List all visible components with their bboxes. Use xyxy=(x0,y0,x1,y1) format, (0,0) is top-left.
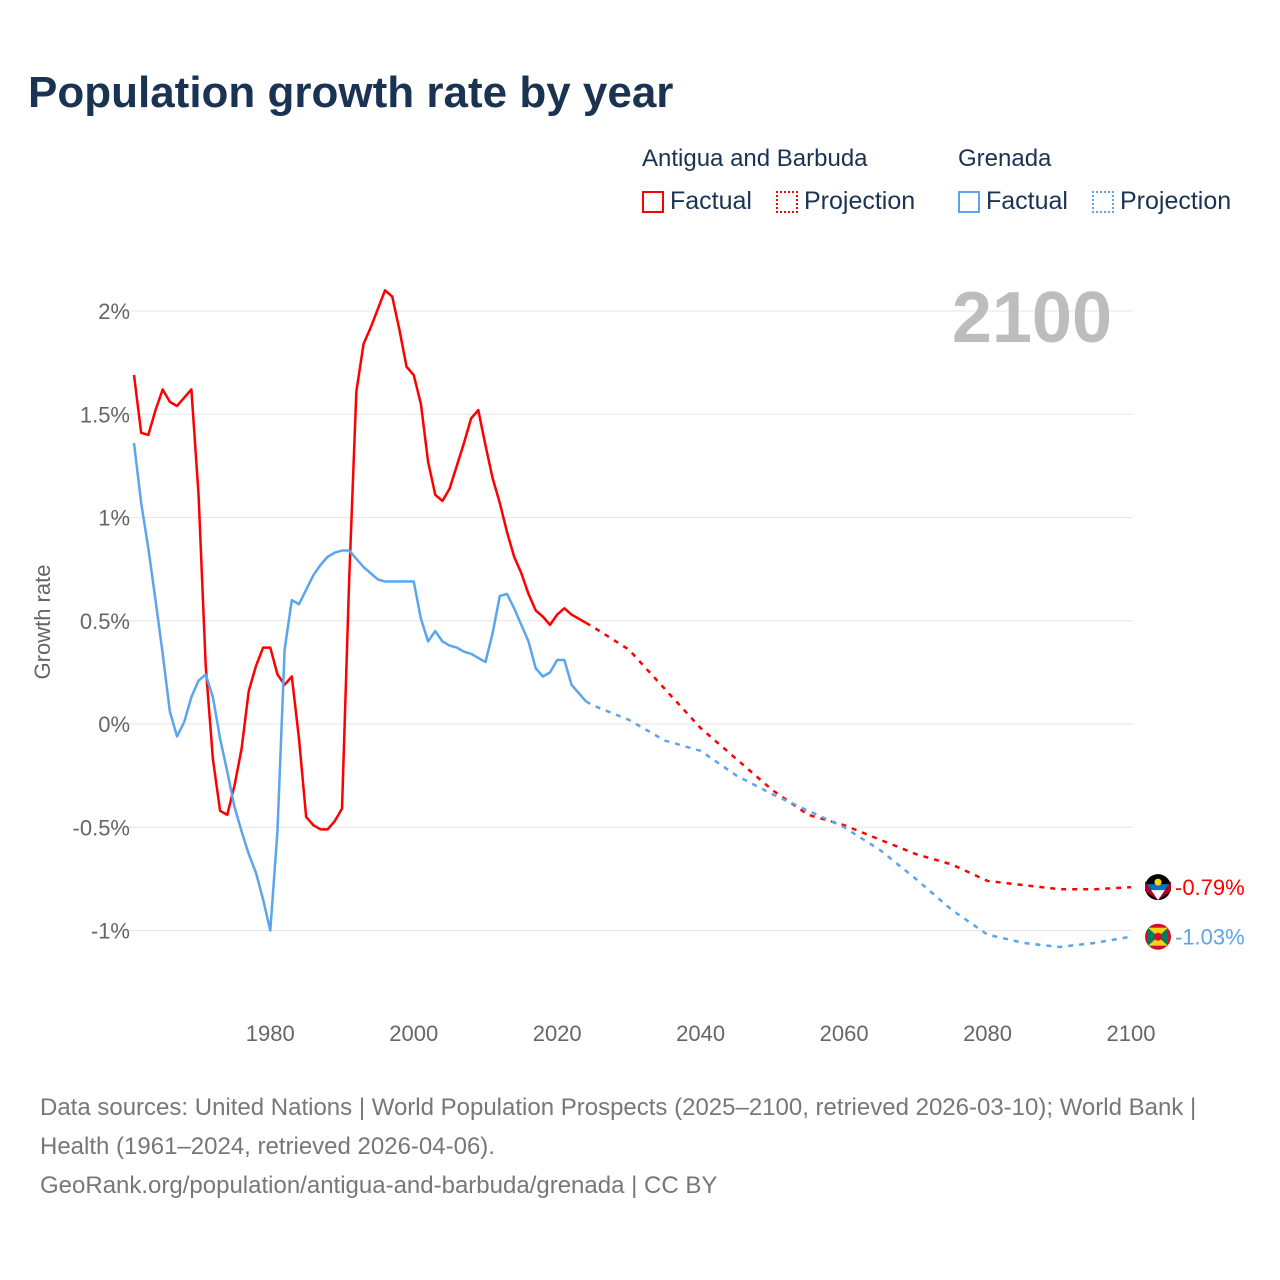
current-year-label: 2100 xyxy=(952,278,1112,358)
x-tick-label: 2000 xyxy=(389,1021,438,1046)
legend-grenada-factual[interactable]: Factual xyxy=(958,187,1068,216)
credit-link[interactable]: GeoRank.org/population/antigua-and-barbu… xyxy=(40,1172,718,1199)
x-tick-label: 1980 xyxy=(246,1021,295,1046)
y-tick-label: 2% xyxy=(98,299,130,324)
grenada-flag-icon xyxy=(1154,932,1162,941)
legend-swatch-solid-icon xyxy=(958,190,980,213)
legend-label: Factual xyxy=(986,187,1068,215)
series-projection-line xyxy=(585,700,1132,949)
legend-swatch-dotted-icon xyxy=(1092,190,1114,213)
legend-swatch-dotted-icon xyxy=(776,190,798,213)
end-value-label: -1.03% xyxy=(1175,925,1245,950)
y-tick-label: -1% xyxy=(91,919,130,944)
y-tick-label: 0.5% xyxy=(80,609,130,634)
series-factual-line xyxy=(132,443,587,932)
legend-group-grenada: Grenada xyxy=(958,145,1052,172)
x-tick-label: 2060 xyxy=(820,1021,869,1046)
x-tick-label: 2020 xyxy=(533,1021,582,1046)
y-tick-label: -0.5% xyxy=(73,815,130,840)
series-factual-line xyxy=(132,289,587,831)
series-projection-line xyxy=(585,621,1132,891)
legend-label: Projection xyxy=(804,187,916,215)
footer: Data sources: United Nations | World Pop… xyxy=(40,1088,1240,1205)
y-tick-label: 0% xyxy=(98,712,130,737)
x-tick-label: 2100 xyxy=(1107,1021,1156,1046)
data-sources: Data sources: United Nations | World Pop… xyxy=(40,1094,1197,1160)
y-axis-label: Growth rate xyxy=(30,565,55,680)
legend-group-antigua: Antigua and Barbuda xyxy=(642,145,868,172)
antigua-flag-icon xyxy=(1149,890,1167,901)
legend-antigua-projection[interactable]: Projection xyxy=(776,187,915,216)
y-tick-label: 1.5% xyxy=(80,402,130,427)
legend-antigua-factual[interactable]: Factual xyxy=(642,187,752,216)
antigua-flag-icon xyxy=(1154,878,1162,886)
legend-grenada-projection[interactable]: Projection xyxy=(1092,187,1231,216)
x-tick-label: 2040 xyxy=(676,1021,725,1046)
legend-label: Projection xyxy=(1120,187,1232,215)
y-tick-label: 1% xyxy=(98,506,130,531)
x-tick-label: 2080 xyxy=(963,1021,1012,1046)
legend-label: Factual xyxy=(670,187,752,215)
end-value-label: -0.79% xyxy=(1175,875,1245,900)
legend-swatch-solid-icon xyxy=(642,190,664,213)
chart-title: Population growth rate by year xyxy=(28,68,674,117)
antigua-flag-icon xyxy=(1145,881,1171,901)
